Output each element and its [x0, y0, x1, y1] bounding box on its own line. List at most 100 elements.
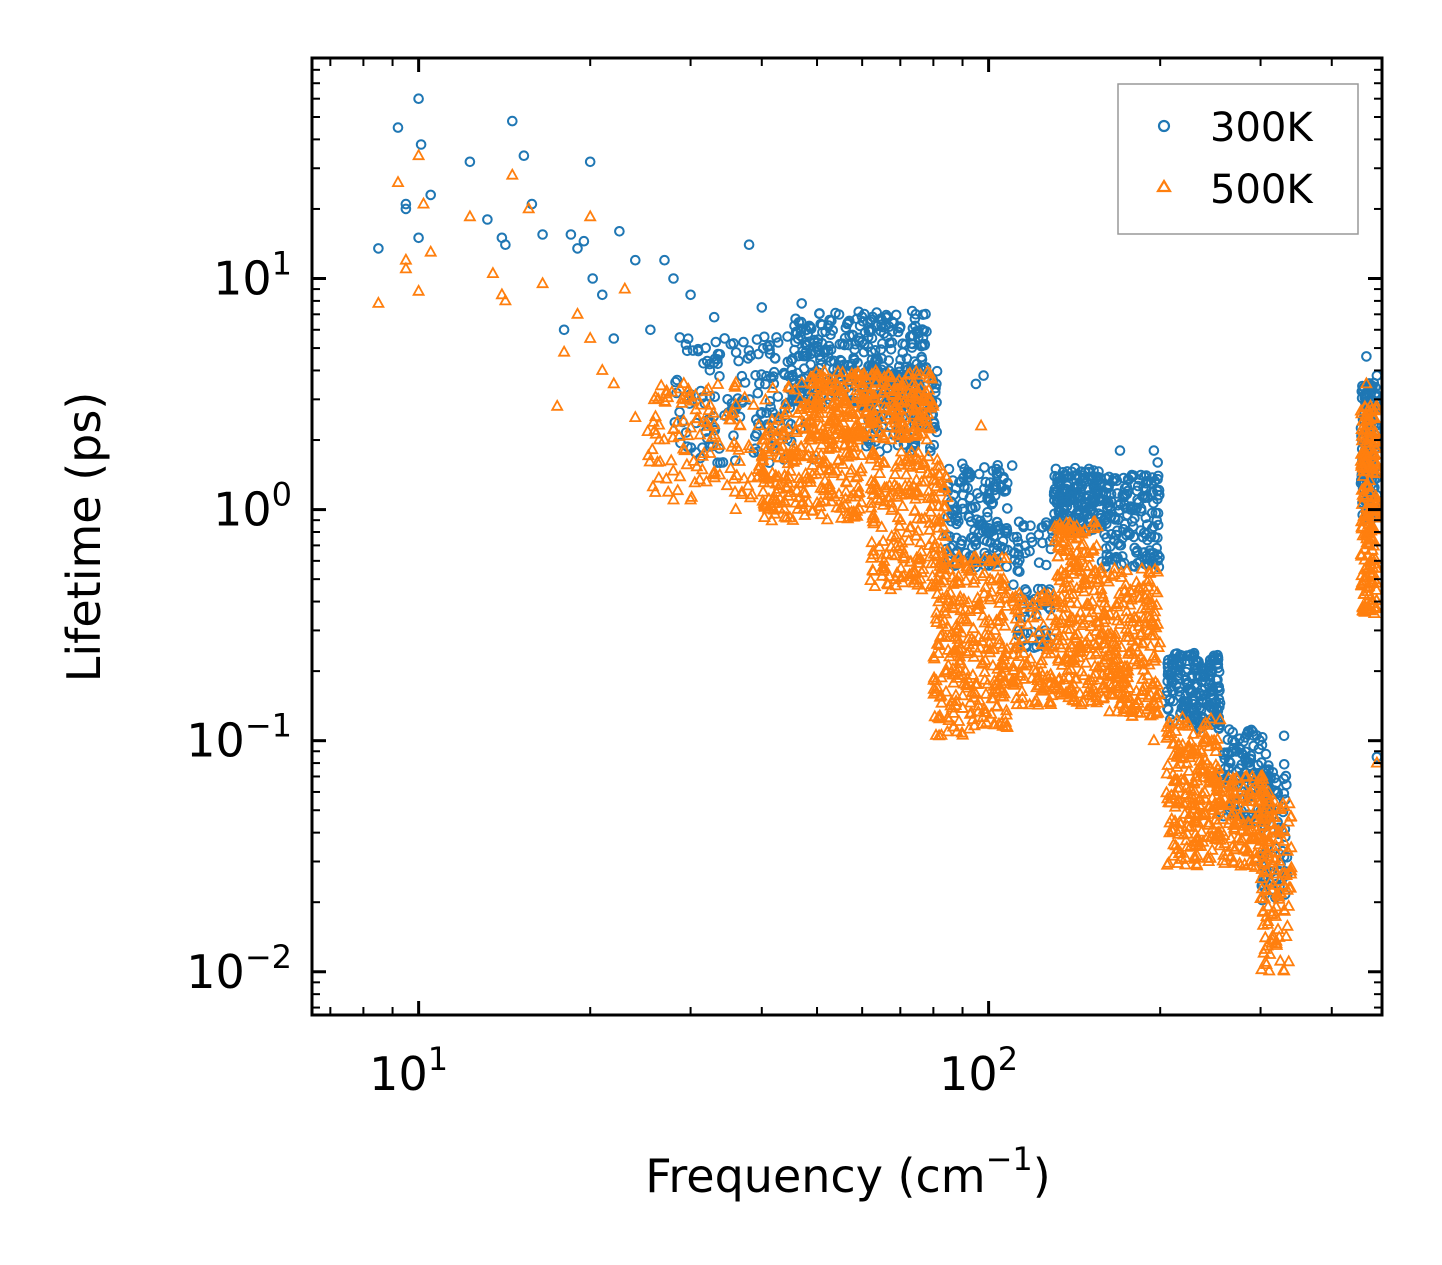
- point-300k: [565, 229, 577, 240]
- point-300k: [1117, 489, 1129, 501]
- point-500k: [699, 415, 714, 428]
- point-300k: [756, 407, 768, 418]
- point-500k: [854, 461, 868, 474]
- point-300k: [1281, 779, 1292, 791]
- point-300k: [1013, 542, 1024, 554]
- point-300k: [1073, 500, 1084, 512]
- point-500k: [536, 276, 550, 289]
- point-500k: [756, 493, 770, 506]
- point-500k: [685, 490, 699, 502]
- point-300k: [507, 115, 518, 127]
- point-500k: [755, 449, 769, 462]
- point-300k: [1186, 670, 1198, 681]
- point-300k: [1207, 683, 1219, 695]
- point-300k: [400, 198, 412, 210]
- point-500k: [664, 453, 678, 466]
- point-300k: [769, 353, 781, 364]
- point-500k: [737, 471, 751, 484]
- point-300k: [854, 320, 866, 332]
- point-300k: [964, 472, 976, 483]
- point-300k: [895, 354, 906, 366]
- point-300k: [680, 339, 692, 350]
- point-300k: [630, 254, 641, 266]
- point-500k: [841, 507, 855, 519]
- point-300k: [645, 324, 656, 336]
- point-300k: [1152, 493, 1163, 505]
- point-300k: [785, 355, 797, 367]
- point-300k: [1121, 481, 1133, 493]
- point-300k: [756, 302, 768, 313]
- point-300k: [750, 431, 761, 442]
- point-500k: [797, 485, 811, 498]
- point-300k: [1240, 767, 1251, 779]
- point-500k: [486, 266, 500, 279]
- point-300k: [1212, 658, 1223, 669]
- point-300k: [764, 396, 776, 407]
- point-300k: [1212, 652, 1224, 663]
- point-300k: [839, 339, 850, 351]
- point-500k: [697, 446, 711, 459]
- point-300k: [1103, 479, 1114, 491]
- point-500k: [855, 400, 870, 413]
- point-500k: [756, 432, 770, 445]
- point-500k: [730, 468, 744, 481]
- point-500k: [720, 478, 734, 491]
- point-300k: [719, 333, 730, 344]
- point-300k: [1125, 504, 1137, 516]
- point-300k: [1002, 503, 1013, 514]
- point-300k: [1053, 492, 1064, 504]
- point-300k: [674, 406, 685, 418]
- point-300k: [877, 338, 888, 349]
- legend-label-300k: 300K: [1210, 105, 1314, 151]
- point-300k: [750, 370, 761, 381]
- point-500k: [725, 439, 739, 452]
- point-500k: [757, 510, 771, 522]
- point-500k: [772, 411, 786, 423]
- point-300k: [768, 366, 780, 378]
- point-300k: [709, 391, 721, 403]
- point-300k: [743, 239, 755, 250]
- point-500k: [762, 491, 776, 504]
- point-500k: [701, 381, 715, 394]
- point-300k: [558, 324, 570, 336]
- series-layer: [371, 93, 1384, 976]
- point-300k: [847, 329, 858, 341]
- point-300k: [685, 289, 696, 301]
- point-300k: [1152, 549, 1163, 561]
- point-300k: [725, 338, 737, 350]
- point-500k: [847, 446, 861, 459]
- point-500k: [659, 471, 673, 484]
- point-300k: [1025, 520, 1036, 532]
- point-500k: [728, 484, 742, 497]
- point-300k: [1118, 557, 1130, 569]
- point-500k: [761, 472, 775, 484]
- point-300k: [1196, 696, 1208, 707]
- point-300k: [792, 367, 803, 379]
- point-300k: [978, 370, 989, 381]
- point-300k: [1167, 658, 1179, 669]
- point-500k: [779, 471, 793, 484]
- point-500k: [789, 444, 803, 457]
- point-300k: [608, 333, 620, 344]
- point-500k: [705, 429, 719, 442]
- point-500k: [570, 306, 585, 319]
- point-500k: [652, 470, 666, 483]
- point-300k: [708, 311, 720, 323]
- point-500k: [733, 454, 747, 466]
- point-300k: [816, 319, 828, 331]
- point-300k: [979, 521, 991, 533]
- point-500k: [666, 492, 681, 505]
- point-500k: [974, 418, 988, 431]
- point-300k: [1206, 702, 1217, 714]
- point-500k: [595, 363, 609, 375]
- point-500k: [783, 463, 798, 476]
- point-500k: [772, 478, 786, 491]
- point-500k: [757, 468, 771, 481]
- point-500k: [695, 462, 709, 475]
- point-500k: [840, 475, 854, 488]
- point-300k: [953, 515, 964, 527]
- point-500k: [834, 501, 848, 513]
- point-500k: [780, 405, 794, 418]
- point-300k: [1206, 665, 1218, 677]
